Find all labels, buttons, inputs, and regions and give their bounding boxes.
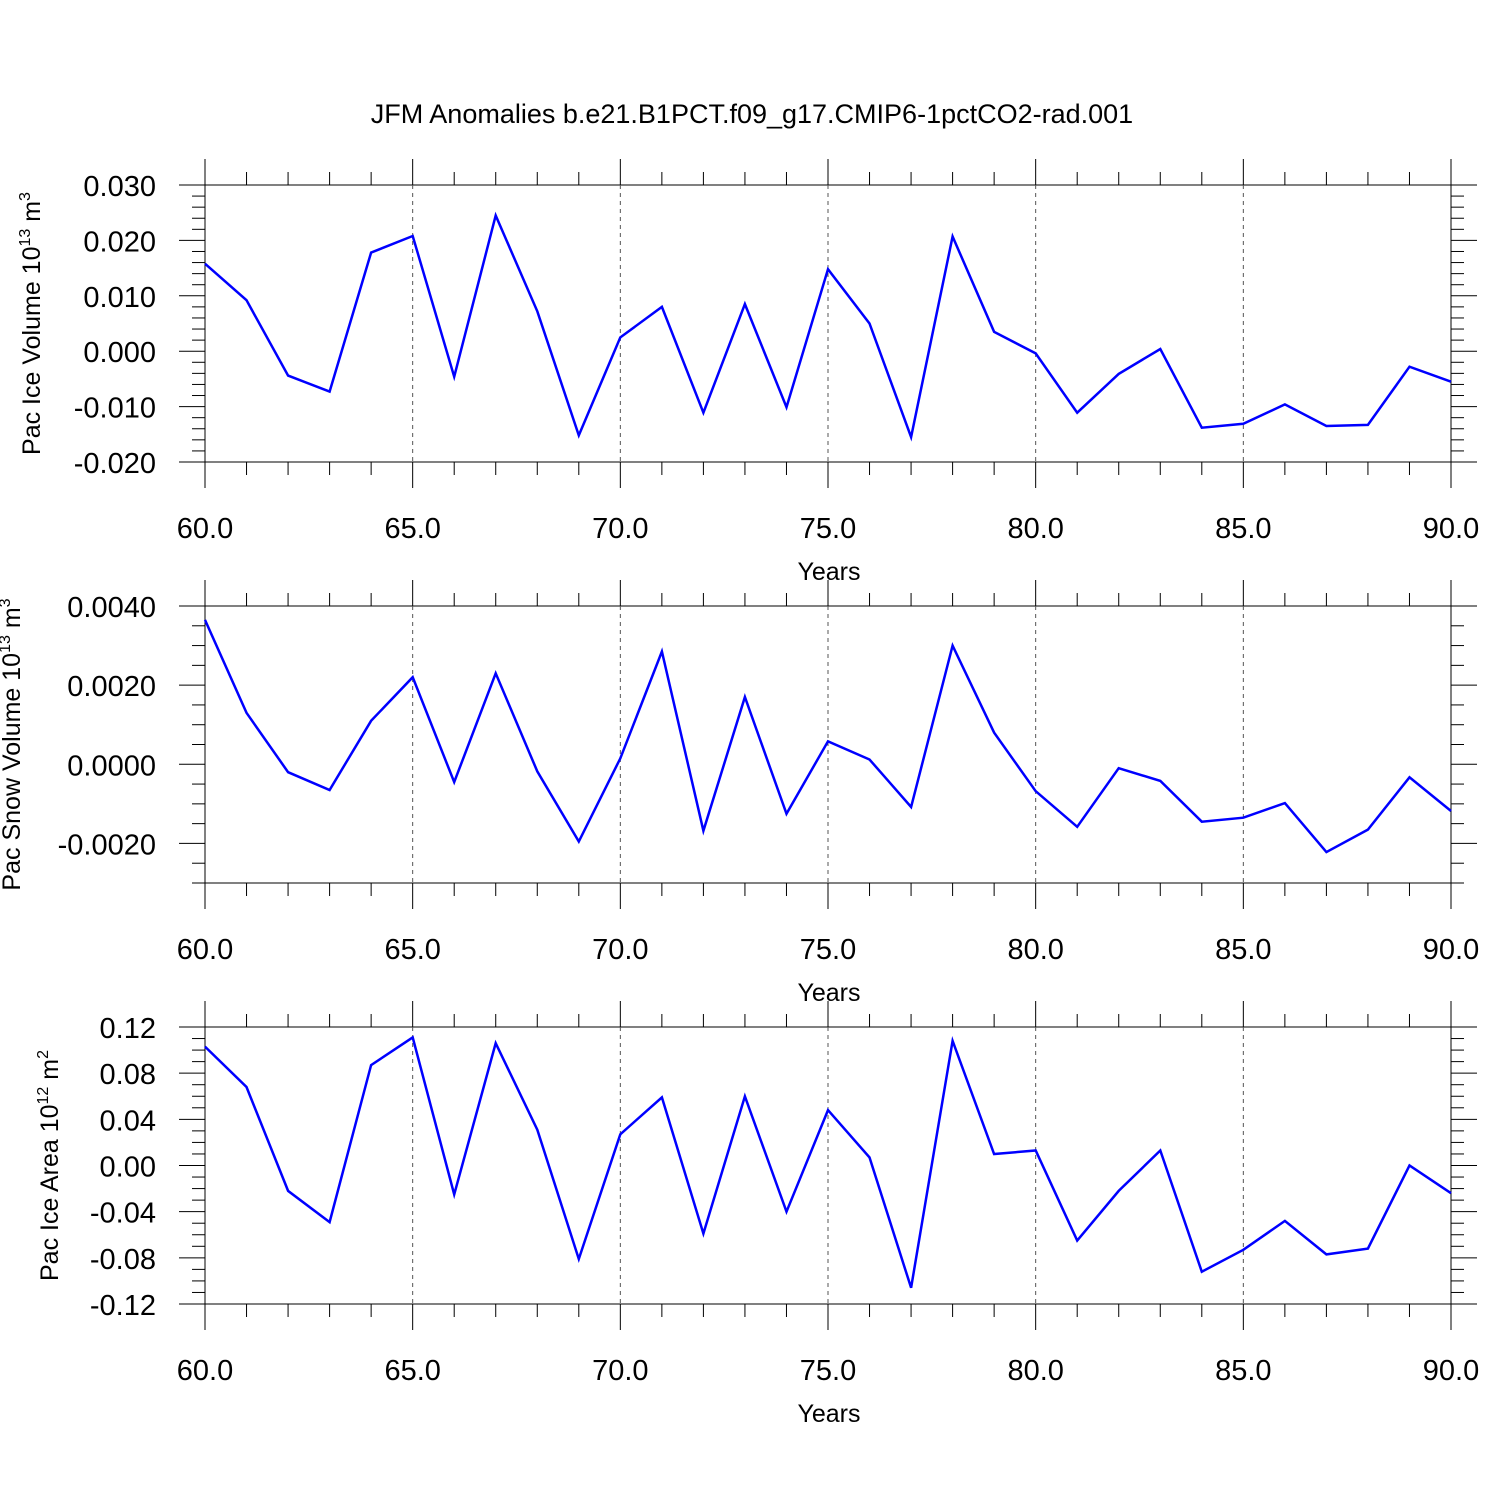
x-tick-label: 85.0 xyxy=(1215,934,1271,966)
chart-panel-3: 60.0 65.0 70.0 75.0 80.0 85.0 90.0 -0.12 -0.08 -0… xyxy=(35,1001,1479,1428)
x-tick-label: 75.0 xyxy=(800,934,856,966)
x-tick-label: 60.0 xyxy=(177,934,233,966)
y-axis-label: Pac Ice Area 1012 m2 xyxy=(35,1050,64,1281)
figure-title: JFM Anomalies b.e21.B1PCT.f09_g17.CMIP6-… xyxy=(371,99,1133,129)
y-tick-label: -0.04 xyxy=(90,1198,156,1230)
chart-panel-2: 60.0 65.0 70.0 75.0 80.0 85.0 90.0 -0.0020 0.000… xyxy=(0,580,1479,1007)
y-axis-label: Pac Ice Volume 1013 m3 xyxy=(17,192,46,455)
y-tick-label: -0.020 xyxy=(74,448,156,480)
y-tick-label: 0.0000 xyxy=(67,750,156,782)
x-axis-label: Years xyxy=(797,558,860,586)
x-tick-label: 80.0 xyxy=(1007,934,1063,966)
series-line xyxy=(203,619,1452,854)
y-tick-label: 0.010 xyxy=(83,282,156,314)
y-tick-label: 0.08 xyxy=(100,1059,156,1091)
x-tick-label: 85.0 xyxy=(1215,513,1271,545)
x-tick-label: 70.0 xyxy=(592,513,648,545)
y-tick-label: -0.010 xyxy=(74,393,156,425)
x-tick-label: 90.0 xyxy=(1423,513,1479,545)
y-tick-label: -0.0020 xyxy=(58,829,156,861)
y-tick-label: 0.030 xyxy=(83,171,156,203)
series-line xyxy=(204,1035,1452,1289)
y-tick-label: 0.12 xyxy=(100,1013,156,1045)
x-tick-label: 90.0 xyxy=(1423,1355,1479,1387)
x-tick-label: 75.0 xyxy=(800,513,856,545)
y-tick-label: 0.0040 xyxy=(67,592,156,624)
y-tick-label: 0.04 xyxy=(100,1105,156,1137)
y-tick-label: 0.020 xyxy=(83,226,156,258)
chart-panel-1: 60.0 65.0 70.0 75.0 80.0 85.0 90.0 -0.020 -0.010… xyxy=(17,159,1479,586)
panels: 60.0 65.0 70.0 75.0 80.0 85.0 90.0 -0.020 -0.010… xyxy=(0,159,1479,1428)
y-tick-label: 0.0020 xyxy=(67,671,156,703)
x-axis-label: Years xyxy=(797,979,860,1007)
x-tick-label: 65.0 xyxy=(384,934,440,966)
y-axis-label: Pac Snow Volume 1013 m3 xyxy=(0,598,26,890)
y-tick-label: 0.000 xyxy=(83,337,156,369)
x-tick-label: 75.0 xyxy=(800,1355,856,1387)
x-tick-label: 60.0 xyxy=(177,513,233,545)
x-axis-label: Years xyxy=(797,1400,860,1428)
x-tick-label: 85.0 xyxy=(1215,1355,1271,1387)
x-tick-label: 80.0 xyxy=(1007,513,1063,545)
y-tick-label: 0.00 xyxy=(100,1152,156,1184)
x-tick-label: 65.0 xyxy=(384,1355,440,1387)
x-tick-label: 70.0 xyxy=(592,934,648,966)
x-tick-label: 90.0 xyxy=(1423,934,1479,966)
y-tick-label: -0.12 xyxy=(90,1290,156,1322)
x-tick-label: 80.0 xyxy=(1007,1355,1063,1387)
series-line xyxy=(204,211,1452,442)
x-tick-label: 60.0 xyxy=(177,1355,233,1387)
x-tick-label: 65.0 xyxy=(384,513,440,545)
y-tick-label: -0.08 xyxy=(90,1244,156,1276)
x-tick-label: 70.0 xyxy=(592,1355,648,1387)
